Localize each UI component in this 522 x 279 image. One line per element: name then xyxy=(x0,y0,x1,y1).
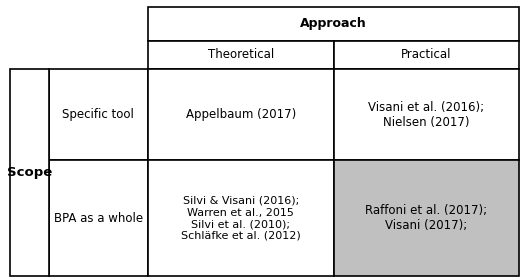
Bar xyxy=(10,69,49,276)
Text: Approach: Approach xyxy=(300,17,367,30)
Text: Silvi & Visani (2016);
Warren et al., 2015
Silvi et al. (2010);
Schläfke et al. : Silvi & Visani (2016); Warren et al., 20… xyxy=(181,196,301,241)
Bar xyxy=(334,41,519,69)
Text: Theoretical: Theoretical xyxy=(208,48,274,61)
Text: Specific tool: Specific tool xyxy=(62,108,134,121)
Text: Scope: Scope xyxy=(7,166,52,179)
Bar xyxy=(49,160,148,276)
Bar xyxy=(148,7,519,41)
Bar xyxy=(148,41,334,69)
Text: Visani et al. (2016);
Nielsen (2017): Visani et al. (2016); Nielsen (2017) xyxy=(369,101,484,129)
Bar xyxy=(49,69,148,160)
Text: BPA as a whole: BPA as a whole xyxy=(54,212,143,225)
Text: Practical: Practical xyxy=(401,48,452,61)
Bar xyxy=(334,160,519,276)
Text: Appelbaum (2017): Appelbaum (2017) xyxy=(186,108,296,121)
Text: Raffoni et al. (2017);
Visani (2017);: Raffoni et al. (2017); Visani (2017); xyxy=(365,204,488,232)
Bar xyxy=(148,69,334,160)
Bar xyxy=(148,160,334,276)
Bar xyxy=(334,69,519,160)
